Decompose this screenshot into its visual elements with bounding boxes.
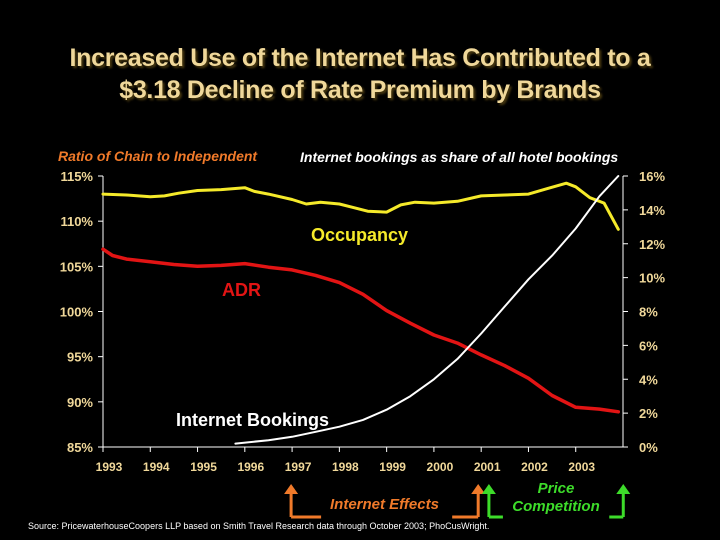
adr-label: ADR (222, 280, 261, 300)
x-tick-label: 1999 (379, 460, 406, 474)
title-line-1: Increased Use of the Internet Has Contri… (69, 44, 651, 72)
internet-effects-label: Internet Effects (330, 496, 439, 513)
price-competition-line-2: Competition (512, 498, 600, 515)
x-tick-label: 2000 (427, 460, 454, 474)
right-tick-label: 6% (639, 338, 658, 353)
occupancy-line (101, 181, 620, 231)
x-tick-label: 1994 (143, 460, 170, 474)
slide-title: Increased Use of the Internet Has Contri… (40, 42, 680, 106)
x-tick-label: 1993 (96, 460, 123, 474)
right-tick-label: 8% (639, 305, 658, 320)
left-tick-label: 110% (60, 214, 93, 229)
price-competition-label: Price Competition (506, 480, 606, 516)
x-tick-label: 2002 (521, 460, 548, 474)
internet-bookings-line (234, 175, 620, 445)
right-tick-label: 16% (639, 169, 665, 184)
price-competition-line-1: Price (537, 480, 575, 497)
x-tick-label: 1998 (332, 460, 359, 474)
left-tick-label: 90% (67, 395, 93, 410)
effects-end-arrow-head (471, 484, 486, 494)
internet-bookings-label: Internet Bookings (176, 410, 329, 430)
source-note: Source: PricewaterhouseCoopers LLP based… (28, 521, 490, 531)
left-tick-label: 95% (67, 350, 93, 365)
effects-start-arrow-head (284, 484, 299, 494)
occupancy-label: Occupancy (311, 225, 408, 245)
title-line-2: $3.18 Decline of Rate Premium by Brands (119, 76, 601, 104)
right-tick-label: 14% (639, 203, 665, 218)
right-axis-title: Internet bookings as share of all hotel … (300, 149, 619, 165)
competition-start-arrow-head (481, 484, 496, 494)
x-tick-label: 2001 (474, 460, 501, 474)
right-tick-label: 0% (639, 440, 658, 455)
left-tick-label: 100% (60, 305, 94, 320)
adr-line (101, 247, 621, 414)
x-tick-label: 1995 (190, 460, 217, 474)
right-tick-label: 2% (639, 406, 658, 421)
right-tick-label: 12% (639, 237, 665, 252)
left-tick-label: 115% (60, 169, 93, 184)
left-tick-label: 105% (60, 259, 94, 274)
x-tick-label: 1996 (237, 460, 264, 474)
competition-end-arrow-head (616, 484, 631, 494)
right-tick-label: 10% (639, 271, 665, 286)
left-tick-label: 85% (67, 440, 93, 455)
x-tick-label: 2003 (568, 460, 595, 474)
right-tick-label: 4% (639, 372, 658, 387)
left-axis-title: Ratio of Chain to Independent (58, 148, 258, 164)
x-tick-label: 1997 (285, 460, 312, 474)
